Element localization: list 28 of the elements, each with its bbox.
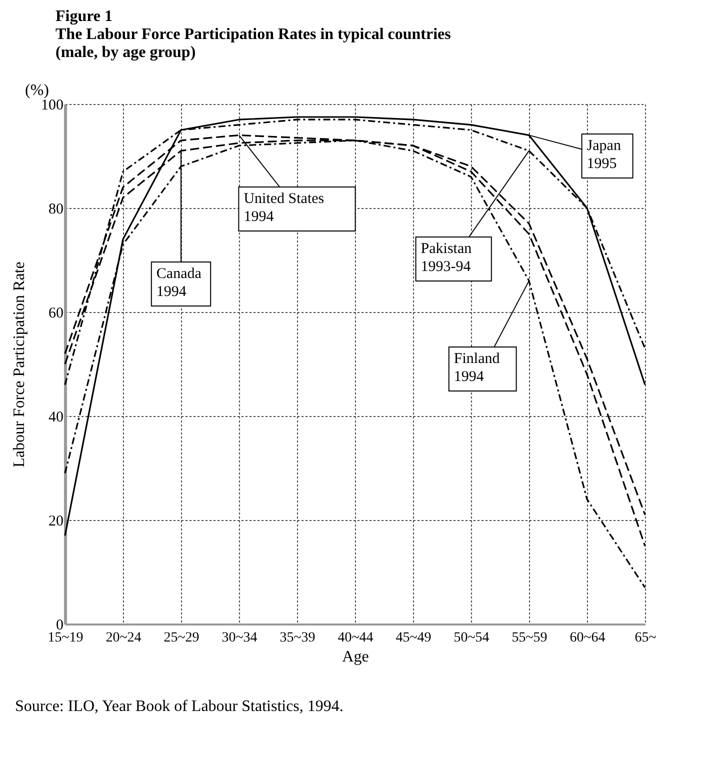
x-axis-title: Age: [342, 648, 369, 666]
x-tick-label: 40~44: [338, 630, 374, 646]
x-tick-label: 25~29: [164, 630, 200, 646]
y-tick-label: 0: [56, 618, 64, 634]
x-tick-label: 20~24: [106, 630, 142, 646]
chart-title: Figure 1: [56, 8, 113, 25]
x-tick-label: 65~: [634, 630, 657, 646]
x-tick-label: 45~49: [396, 630, 432, 646]
y-tick-label: 80: [48, 202, 64, 218]
y-tick-label: 60: [48, 306, 64, 322]
text: Finland 1994: [454, 351, 500, 385]
y-axis-title: Labour Force Participation Rate: [11, 262, 28, 468]
y-tick-label: 100: [41, 98, 64, 114]
x-tick-label: 30~34: [222, 630, 258, 646]
text: (%): [25, 82, 49, 99]
x-tick-label: 60~64: [570, 630, 606, 646]
text: Canada 1994: [156, 266, 202, 300]
x-tick-label: 35~39: [280, 630, 316, 646]
source-note: Source: ILO, Year Book of Labour Statistics, 1994.: [15, 698, 344, 715]
text: United States 1994: [244, 191, 324, 225]
y-tick-label: 20: [48, 514, 64, 530]
chart-subtitle: The Labour Force Participation Rates in typical countries (male, by age group): [56, 26, 451, 61]
y-tick-label: 40: [48, 410, 64, 426]
x-tick-label: 55~59: [512, 630, 548, 646]
x-tick-label: 15~19: [48, 630, 84, 646]
x-tick-label: 50~54: [454, 630, 490, 646]
text: Pakistan 1993-94: [420, 241, 472, 275]
series-label: Japan 1995: [586, 138, 622, 172]
